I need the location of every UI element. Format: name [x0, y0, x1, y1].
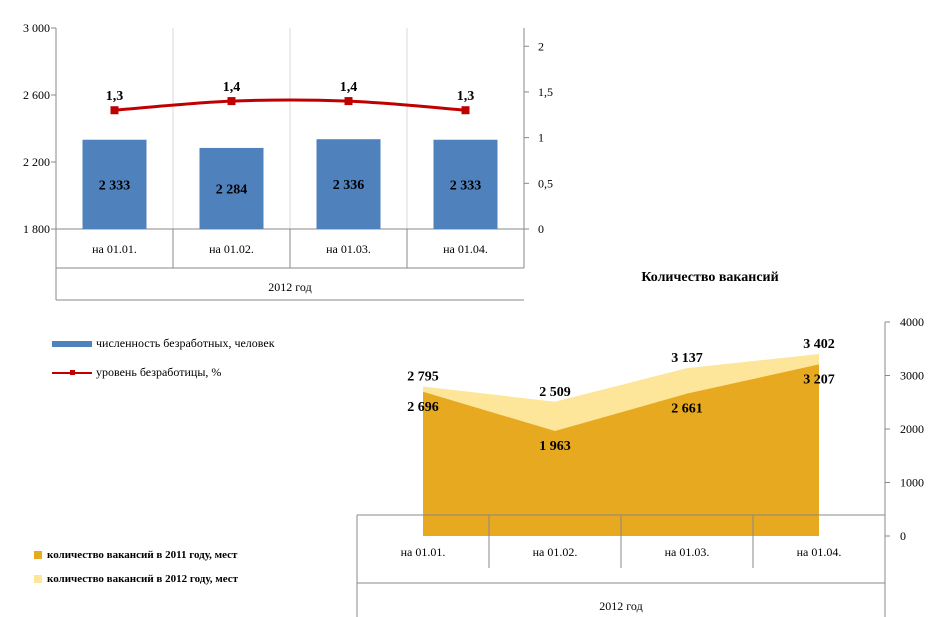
legend-label: численность безработных, человек — [96, 336, 275, 350]
y-tick-label: 1 800 — [23, 222, 50, 236]
data-label-2012: 3 402 — [803, 337, 835, 352]
y2-tick-label: 2 — [538, 39, 544, 53]
bar-data-label: 2 336 — [333, 178, 365, 193]
bar-swatch-icon — [52, 340, 92, 347]
bar — [433, 139, 498, 229]
vacancies-chart: Количество вакансий 0 1000 2000 3000 4000 2 … — [356, 270, 924, 617]
line-data-label: 1,4 — [223, 80, 241, 95]
square-swatch-icon — [34, 551, 42, 559]
y-tick-label: 2 200 — [23, 155, 50, 169]
category-label: на 01.02. — [533, 545, 578, 559]
bar-data-label: 2 284 — [216, 182, 248, 197]
bar-data-label: 2 333 — [450, 178, 482, 193]
y2-tick-label: 0 — [538, 222, 544, 236]
legend-label: уровень безработицы, % — [96, 365, 222, 379]
y-tick-label: 3000 — [900, 369, 924, 383]
data-label-2012: 3 137 — [671, 351, 703, 366]
category-label: на 01.04. — [797, 545, 842, 559]
line-data-label: 1,4 — [340, 80, 358, 95]
line-point — [227, 97, 236, 106]
square-swatch-icon — [34, 575, 42, 583]
chart-title: Количество вакансий — [641, 270, 778, 285]
data-label-2011: 2 696 — [407, 400, 439, 415]
data-label-2012: 2 795 — [407, 369, 439, 384]
category-label: на 01.01. — [401, 545, 446, 559]
bar — [199, 147, 264, 229]
data-label-2012: 2 509 — [539, 385, 571, 400]
bar — [82, 139, 147, 229]
x-group-label: 2012 год — [599, 599, 642, 613]
category-label: на 01.04. — [443, 242, 488, 256]
legend-item-2012: количество вакансий в 2012 году, мест — [34, 573, 238, 585]
legend-vacancies: количество вакансий в 2011 году, мест ко… — [34, 549, 238, 585]
legend-unemployment: численность безработных, человек уровень… — [52, 336, 275, 380]
legend-item-rate: уровень безработицы, % — [52, 365, 275, 380]
line-point — [110, 106, 119, 115]
legend-label: количество вакансий в 2012 году, мест — [47, 573, 239, 585]
y2-tick-label: 1,5 — [538, 85, 553, 99]
y-tick-label: 2000 — [900, 422, 924, 436]
unemployment-rate-line — [114, 98, 466, 112]
legend-item-2011: количество вакансий в 2011 году, мест — [34, 549, 238, 561]
line-point — [344, 97, 353, 106]
category-label: на 01.03. — [326, 242, 371, 256]
category-label: на 01.02. — [209, 242, 254, 256]
category-label: на 01.01. — [92, 242, 137, 256]
y-tick-label: 0 — [900, 529, 906, 543]
bar — [316, 139, 381, 229]
category-label: на 01.03. — [665, 545, 710, 559]
y2-tick-label: 0,5 — [538, 176, 553, 190]
unemployment-chart: 1 800 2 200 2 600 3 000 0 0,5 1 1,5 2 2 333 2 284… — [23, 21, 553, 301]
y-tick-label: 3 000 — [23, 21, 50, 35]
line-swatch-icon — [52, 368, 92, 378]
y-tick-label: 4000 — [900, 315, 924, 329]
area-2011 — [423, 364, 819, 536]
data-label-2011: 1 963 — [539, 439, 571, 454]
legend-item-unemployed: численность безработных, человек — [52, 336, 275, 351]
x-group-label: 2012 год — [268, 280, 311, 294]
data-label-2011: 2 661 — [671, 402, 703, 417]
y-tick-label: 1000 — [900, 476, 924, 490]
line-data-label: 1,3 — [106, 89, 124, 104]
line-point — [461, 106, 470, 115]
line-data-label: 1,3 — [457, 89, 475, 104]
y2-tick-label: 1 — [538, 131, 544, 145]
legend-label: количество вакансий в 2011 году, мест — [47, 549, 238, 561]
y-tick-label: 2 600 — [23, 88, 50, 102]
data-label-2011: 3 207 — [803, 372, 835, 387]
bar-data-label: 2 333 — [99, 178, 131, 193]
